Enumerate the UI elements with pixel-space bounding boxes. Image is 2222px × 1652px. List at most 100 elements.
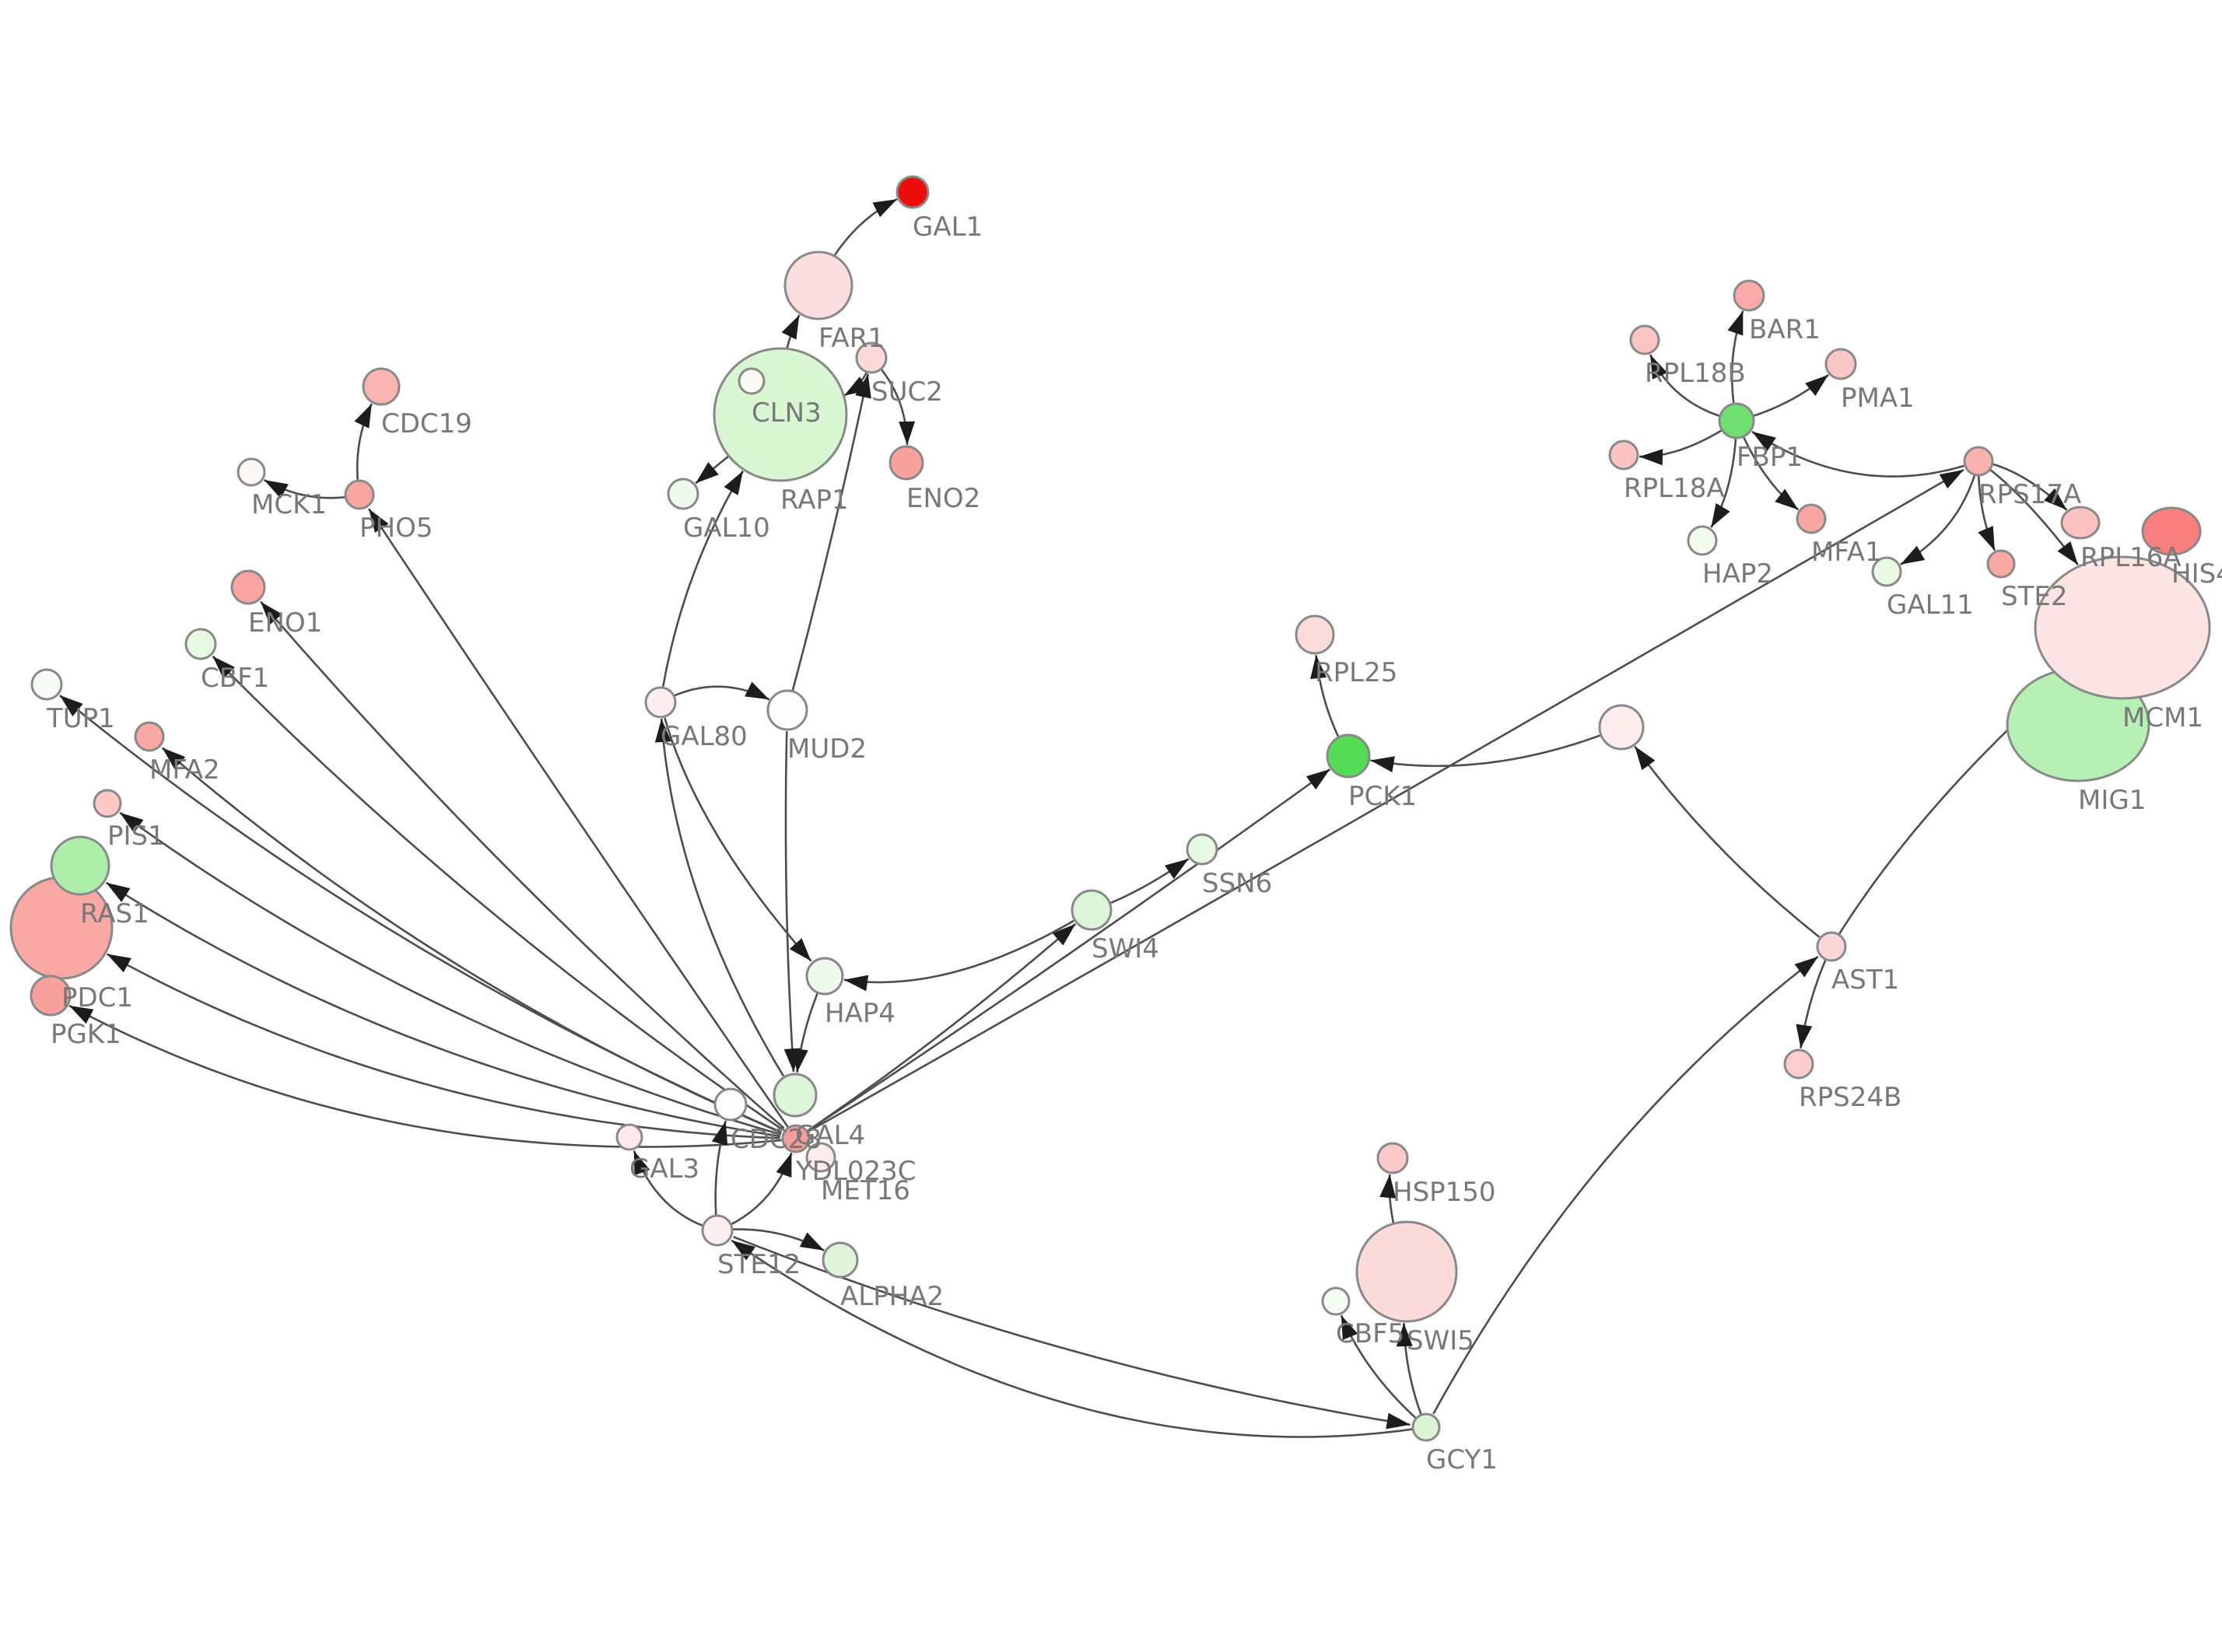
node-PHO5[interactable] — [344, 479, 375, 510]
node-FAR1[interactable] — [783, 250, 853, 320]
node-PGK1[interactable] — [30, 975, 72, 1017]
edge-YDL023C-RPS17A[interactable] — [810, 468, 1964, 1132]
node-ALPHA2[interactable] — [822, 1241, 859, 1279]
arrowhead-GAL80-RAP1 — [724, 471, 743, 495]
node-SWI4[interactable] — [1071, 889, 1113, 931]
node-STE2[interactable] — [1986, 549, 2016, 579]
node-GAL4[interactable] — [773, 1073, 818, 1118]
arrowhead-GCY1-AST1 — [1794, 956, 1818, 978]
node-HIS4[interactable] — [2141, 506, 2202, 556]
node-GAL11[interactable] — [1871, 556, 1902, 587]
edge-YDL023C-MFA2[interactable] — [161, 747, 783, 1134]
edge-YDL023C-SWI4[interactable] — [807, 923, 1077, 1132]
node-MUD2[interactable] — [766, 689, 808, 731]
edge-NODE1-PCK1[interactable] — [1370, 734, 1600, 768]
labels-layer: MIG1 MCM1 HIS4RPL16A RPS17A STE2 GAL11 HAP2 MFA… — [46, 212, 2222, 1475]
arrowhead-STE12-GCY1 — [1386, 1412, 1411, 1430]
node-label-RPS17A: RPS17A — [1978, 479, 2081, 510]
node-FBP1[interactable] — [1718, 402, 1755, 439]
node-RAS1[interactable] — [50, 835, 110, 896]
node-HSP150[interactable] — [1376, 1142, 1409, 1174]
node-YDL023C[interactable] — [781, 1124, 811, 1153]
node-label-GAL11: GAL11 — [1887, 590, 1974, 621]
node-label-FAR1: FAR1 — [818, 323, 885, 354]
arrowhead-STE12-YDL023C — [776, 1153, 792, 1178]
arrowhead-PCK1-RPL25 — [1310, 655, 1327, 680]
node-GAL80[interactable] — [644, 686, 677, 719]
node-CDC28[interactable] — [713, 1087, 748, 1122]
edge-SWI4-HAP4[interactable] — [843, 919, 1074, 984]
node-AST1[interactable] — [1816, 931, 1847, 962]
node-SUC2[interactable] — [855, 341, 888, 374]
edge-GCY1-STE12[interactable] — [731, 1239, 1413, 1438]
edge-MUD2-GAL4[interactable] — [784, 731, 795, 1073]
node-GAL3[interactable] — [615, 1123, 643, 1151]
node-PIS1[interactable] — [93, 789, 122, 818]
node-GAL1[interactable] — [895, 175, 930, 209]
arrowhead-RAP1-GAL10 — [696, 462, 719, 484]
edge-RPS17A-MCM1[interactable] — [1989, 469, 2079, 565]
arrowhead-RPS17A-RPL16A — [2044, 488, 2067, 510]
node-CLN3[interactable] — [738, 367, 766, 395]
edge-GAL80-HAP4[interactable] — [664, 717, 812, 962]
edge-STE12-YDL023C[interactable] — [731, 1152, 793, 1225]
node-label-AST1: AST1 — [1831, 964, 1899, 996]
node-TUP1[interactable] — [30, 668, 63, 701]
node-STE12[interactable] — [701, 1214, 734, 1247]
node-RPL16A[interactable] — [2060, 506, 2101, 540]
node-RPL18A[interactable] — [1608, 439, 1639, 471]
edge-YDL023C-PGK1[interactable] — [68, 1004, 782, 1148]
node-PMA1[interactable] — [1824, 348, 1857, 380]
node-ENO1[interactable] — [230, 569, 266, 605]
edge-STE12-GCY1[interactable] — [733, 1235, 1411, 1426]
node-RPS24B[interactable] — [1783, 1048, 1814, 1080]
edge-YDL023C-ENO1[interactable] — [260, 600, 785, 1129]
node-BAR1[interactable] — [1733, 279, 1765, 312]
edge-GAL80-RAP1[interactable] — [662, 470, 745, 688]
node-CBF5[interactable] — [1321, 1286, 1351, 1316]
node-SSN6[interactable] — [1186, 833, 1218, 866]
node-GAL10[interactable] — [667, 478, 699, 510]
edge-GAL4-GAL80[interactable] — [660, 718, 785, 1077]
node-NODE1[interactable] — [1598, 704, 1645, 751]
arrowhead-YDL023C-RAS1 — [106, 882, 131, 902]
node-MFA2[interactable] — [134, 721, 165, 752]
node-MCK1[interactable] — [237, 457, 266, 487]
node-MCM1[interactable] — [2034, 555, 2211, 700]
node-CBF1[interactable] — [184, 628, 217, 660]
arrowhead-YDL023C-CBF1 — [212, 656, 235, 679]
edge-GCY1-AST1[interactable] — [1432, 955, 1819, 1415]
edge-YDL023C-RAS1[interactable] — [105, 881, 781, 1138]
node-MET16[interactable] — [805, 1142, 836, 1173]
node-PCK1[interactable] — [1326, 733, 1371, 779]
edge-YDL023C-PCK1[interactable] — [807, 768, 1331, 1132]
arrowhead-RPS17A-GAL11 — [1900, 545, 1926, 565]
arrowhead-RPS17A-MCM1 — [2057, 541, 2078, 565]
node-MFA1[interactable] — [1796, 503, 1827, 534]
node-SWI5[interactable] — [1355, 1220, 1458, 1323]
node-RPL18B[interactable] — [1629, 324, 1660, 355]
arrowhead-FBP1-HAP2 — [1711, 502, 1730, 528]
arrowhead-FBP1-RPL18B — [1650, 355, 1668, 380]
node-RPS17A[interactable] — [1963, 446, 1994, 477]
edge-RPS17A-GAL11[interactable] — [1900, 475, 1976, 565]
node-CDC19[interactable] — [362, 367, 401, 406]
edge-YDL023C-PIS1[interactable] — [119, 811, 782, 1136]
edge-YDL023C-PDC1[interactable] — [106, 953, 780, 1139]
node-GCY1[interactable] — [1411, 1412, 1441, 1442]
edge-RPS17A-FBP1[interactable] — [1751, 430, 1964, 478]
edge-AST1-NODE1[interactable] — [1634, 745, 1821, 938]
arrowhead-GCY1-STE12 — [731, 1240, 755, 1261]
edge-MUD2-SUC2[interactable] — [791, 373, 869, 691]
arrowhead-GAL80-MUD2 — [745, 681, 769, 700]
node-HAP2[interactable] — [1687, 525, 1718, 556]
node-label-PHO5: PHO5 — [359, 513, 433, 544]
node-HAP4[interactable] — [805, 957, 844, 996]
edge-YDL023C-PHO5[interactable] — [368, 508, 789, 1128]
node-ENO2[interactable] — [888, 445, 924, 481]
edge-YDL023C-CBF1[interactable] — [212, 655, 783, 1131]
node-label-GAL1: GAL1 — [913, 212, 983, 243]
node-RPL25[interactable] — [1295, 614, 1335, 655]
node-label-PCK1: PCK1 — [1348, 781, 1417, 812]
